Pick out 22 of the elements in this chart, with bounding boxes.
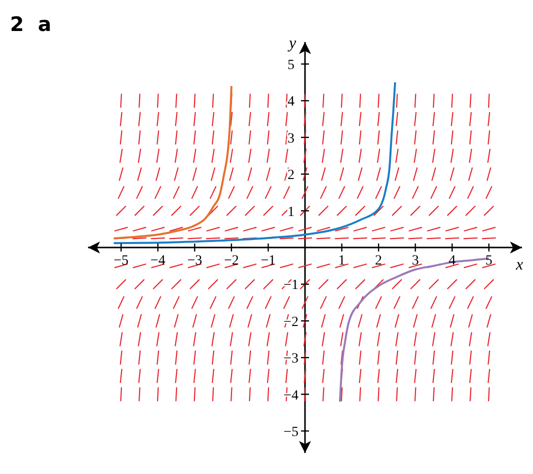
y-tick-label: −1 [284,278,298,294]
x-axis-title: x [515,256,524,274]
y-tick-label: 2 [288,168,294,184]
y-tick-label: −5 [284,424,298,440]
x-tick-label: −1 [260,254,276,268]
x-tick-label: 1 [338,254,346,268]
x-tick-label: 3 [412,254,419,268]
line-series [112,81,396,244]
y-axis-title: y [287,35,297,52]
x-tick-label: 5 [485,254,492,268]
x-tick-label: 2 [375,254,382,268]
chart-title: 2 a [10,12,52,36]
x-tick-label: −4 [150,254,166,268]
y-tick-label: 4 [288,94,294,110]
y-tick-label: 1 [288,204,294,220]
y-tick-label: 3 [288,131,294,146]
x-tick-label: −2 [224,254,239,268]
x-tick-label: −5 [114,254,129,268]
y-tick-label: 5 [288,58,294,74]
x-tick-label: −3 [187,254,202,268]
x-tick-label: 4 [448,254,456,268]
line-series [112,85,232,240]
